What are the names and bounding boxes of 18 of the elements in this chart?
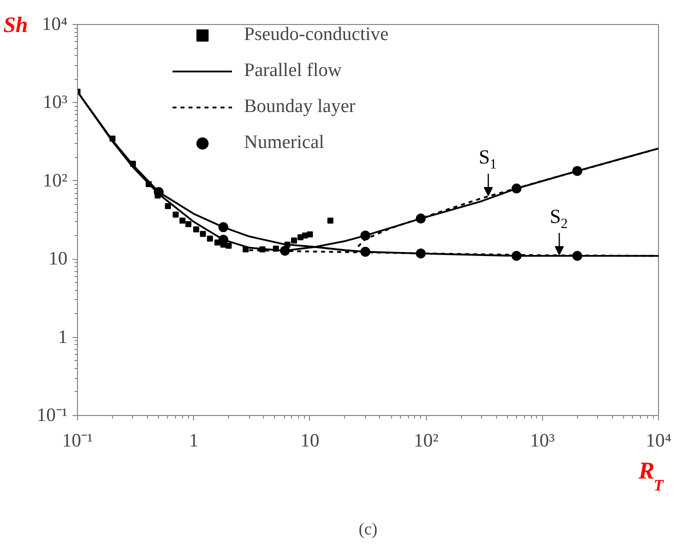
x-tick-label: 1 (188, 430, 198, 452)
text: (c) (358, 520, 378, 538)
legend-label: Bounday layer (244, 96, 356, 118)
x-tick-label: 10 (300, 430, 320, 452)
x-tick-label: 10⁻¹ (62, 430, 94, 452)
legend-label: Pseudo-conductive (244, 24, 389, 46)
legend-label: Parallel flow (244, 60, 342, 82)
x-tick-label: 10² (414, 430, 439, 452)
y-tick-label: 10⁻¹ (36, 405, 68, 426)
y-tick-label: 10⁴ (42, 14, 68, 35)
x-tick-label: 10⁴ (646, 430, 672, 452)
y-axis-title: Sh (3, 12, 28, 37)
y-tick-label: 10³ (42, 92, 68, 114)
legend-label: Numerical (244, 132, 324, 154)
y-tick-label: 10 (48, 248, 68, 270)
y-tick-label: 1 (58, 326, 68, 348)
x-tick-label: 10³ (530, 430, 555, 452)
y-tick-label: 10² (42, 170, 68, 192)
